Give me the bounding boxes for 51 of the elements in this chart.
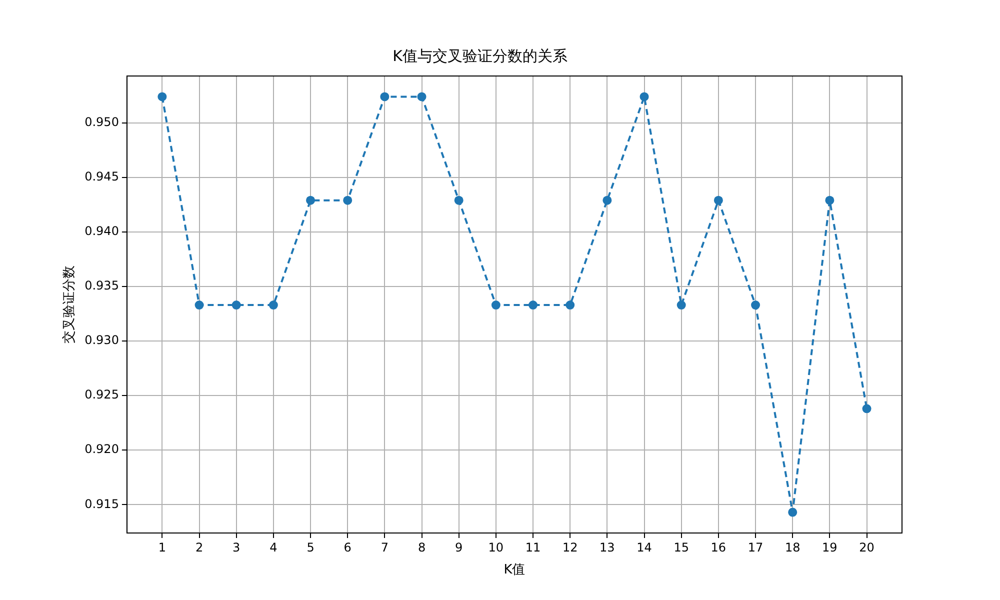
x-tick-label: 19 [822, 540, 838, 554]
point [825, 196, 834, 205]
point [343, 196, 352, 205]
point [528, 300, 538, 310]
x-tick-label: 6 [344, 540, 352, 554]
point [640, 92, 649, 102]
x-tick-label: 12 [562, 540, 578, 554]
point [268, 300, 278, 310]
y-tick-label: 0.925 [84, 388, 119, 402]
x-tick-label: 8 [418, 540, 426, 554]
y-tick-label: 0.915 [84, 496, 119, 511]
y-tick-label: 0.935 [84, 278, 119, 293]
x-tick-label: 3 [232, 540, 240, 554]
point [194, 300, 204, 310]
x-axis-title: K值 [504, 562, 526, 578]
y-tick-label: 0.940 [84, 224, 119, 238]
y-tick-label: 0.920 [84, 442, 119, 456]
x-tick-label: 2 [195, 540, 204, 554]
x-tick-label: 10 [488, 540, 504, 554]
x-tick-label: 11 [525, 540, 541, 554]
chart-title: K值与交叉验证分数的关系 [392, 46, 568, 65]
point [788, 508, 798, 517]
x-tick-label: 15 [674, 540, 689, 554]
point [862, 404, 872, 414]
point [714, 196, 723, 205]
point [602, 196, 612, 205]
y-axis-title: 交叉验证分数 [61, 266, 78, 344]
x-tick-label: 4 [270, 540, 278, 554]
point [380, 92, 390, 102]
x-tick-label: 7 [380, 540, 389, 554]
point [417, 92, 426, 102]
x-tick-label: 5 [306, 540, 314, 554]
x-tick-label: 14 [636, 540, 652, 554]
y-tick-label: 0.930 [84, 333, 119, 348]
point [491, 300, 500, 310]
x-tick-label: 9 [455, 540, 463, 554]
y-tick-label: 0.950 [84, 115, 119, 130]
x-tick-label: 13 [600, 540, 615, 554]
point [232, 300, 241, 310]
point [158, 92, 167, 102]
x-tick-label: 1 [158, 540, 166, 554]
y-tick-label: 0.945 [84, 170, 119, 184]
x-tick-label: 16 [710, 540, 726, 554]
point [306, 196, 316, 205]
x-tick-label: 17 [748, 540, 764, 554]
x-tick-label: 18 [784, 540, 800, 554]
point [454, 196, 464, 205]
point [566, 300, 575, 310]
point [676, 300, 686, 310]
x-tick-label: 20 [859, 540, 874, 554]
point [751, 300, 760, 310]
